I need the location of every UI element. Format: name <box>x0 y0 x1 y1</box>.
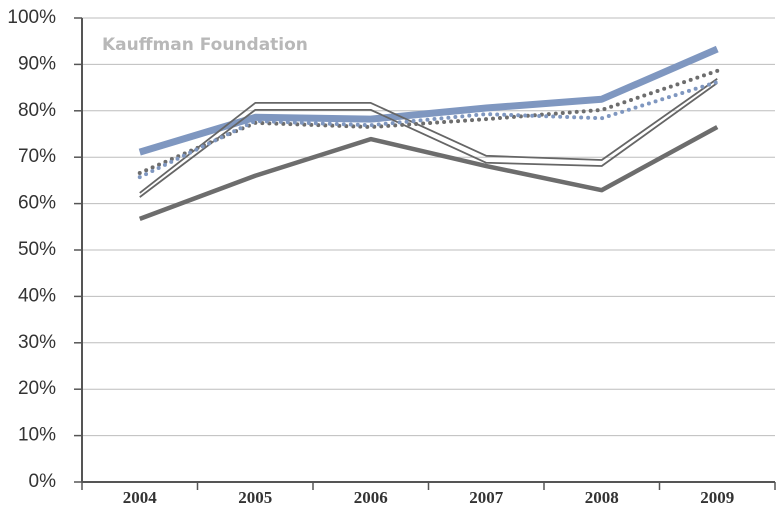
y-tick-label: 40% <box>18 285 56 306</box>
x-tick-label: 2007 <box>469 488 504 507</box>
x-tick-label: 2009 <box>700 488 734 507</box>
x-tick-label: 2004 <box>123 488 158 507</box>
y-tick-label: 70% <box>18 146 56 167</box>
x-tick-label: 2005 <box>238 488 272 507</box>
y-tick-label: 80% <box>18 100 56 121</box>
annotation: Kauffman Foundation <box>102 35 308 55</box>
y-tick-label: 50% <box>18 239 56 260</box>
y-tick-label: 100% <box>7 7 56 28</box>
line-series <box>138 45 719 156</box>
line-series <box>137 80 720 180</box>
line-series <box>139 82 718 198</box>
y-tick-label: 30% <box>18 332 56 353</box>
line-series <box>139 78 718 194</box>
x-tick-label: 2008 <box>585 488 619 507</box>
y-tick-label: 10% <box>18 425 56 446</box>
line-series <box>138 125 719 222</box>
x-tick-label: 2006 <box>354 488 388 507</box>
y-tick-label: 20% <box>18 378 56 399</box>
y-tick-label: 0% <box>29 471 57 492</box>
y-tick-label: 90% <box>18 53 56 74</box>
y-tick-label: 60% <box>18 193 56 214</box>
